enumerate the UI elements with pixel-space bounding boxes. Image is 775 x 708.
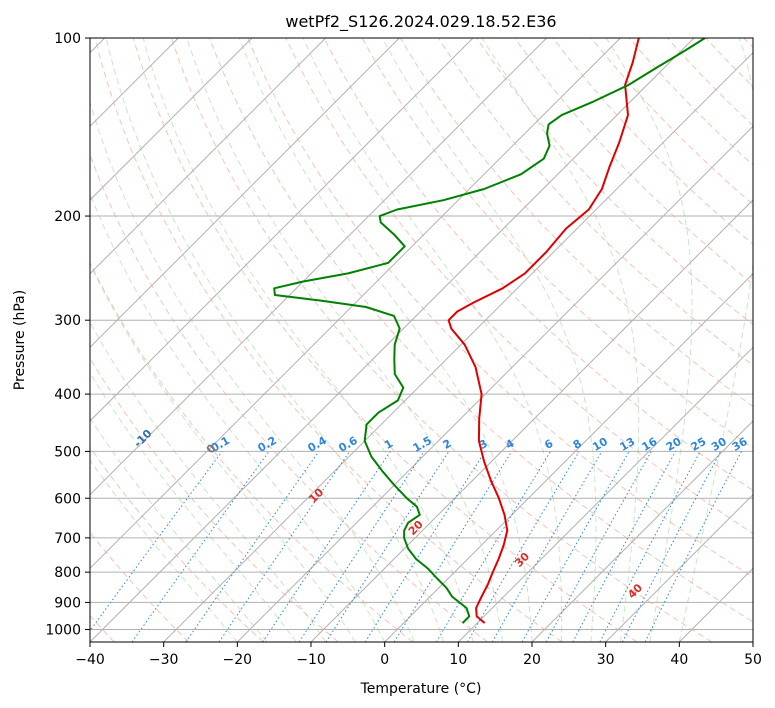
- x-tick-label: −30: [149, 652, 179, 668]
- moist-adiabat: [105, 38, 445, 642]
- isotherm: [90, 38, 621, 570]
- series-lines: [273, 38, 706, 624]
- dry-adiabat: [476, 38, 753, 326]
- isotherm: [163, 51, 753, 642]
- x-tick-label: −20: [223, 652, 253, 668]
- dry-adiabat: [514, 38, 753, 285]
- y-tick-label: 900: [54, 595, 81, 611]
- isotherm: [605, 493, 753, 642]
- isotherm: [90, 38, 327, 275]
- moist-adiabat: [90, 371, 297, 642]
- dry-adiabat: [90, 446, 264, 642]
- dry-adiabat: [209, 38, 753, 623]
- x-tick-label: 20: [523, 652, 541, 668]
- x-axis-title: Temperature (°C): [360, 681, 482, 697]
- y-tick-label: 500: [54, 444, 81, 460]
- mixing-ratio-line: [521, 451, 630, 642]
- x-tick-label: 10: [449, 652, 467, 668]
- series-line-0: [447, 38, 640, 624]
- y-tick-label: 800: [54, 565, 81, 581]
- isotherm: [90, 38, 253, 201]
- moist-adiabat: [302, 38, 563, 642]
- plot-frame: [89, 37, 754, 643]
- mixing-ratio-line: [218, 451, 351, 642]
- y-axis-title: Pressure (hPa): [12, 290, 28, 390]
- isotherm: [90, 38, 695, 642]
- dry-adiabat: [90, 261, 414, 642]
- isotherm: [236, 125, 753, 642]
- isotherm: [90, 38, 474, 422]
- plot-background: [90, 38, 753, 642]
- mixing-ratio-line: [572, 451, 676, 642]
- mixing-ratio-line: [644, 451, 742, 642]
- moist-adiabat: [186, 38, 503, 642]
- moist-adiabat: [678, 38, 753, 642]
- mixing-ratio-line: [90, 451, 223, 632]
- mixing-ratio-line: [621, 451, 722, 642]
- x-axis: −40 −30 −20 −10 0 10 20 30 40 50: [75, 642, 762, 668]
- x-tick-label: −10: [296, 652, 326, 668]
- mixing-ratio-line: [393, 451, 513, 642]
- chart-title: wetPf2_S126.2024.029.18.52.E36: [285, 12, 556, 32]
- moist-adiabat: [142, 38, 474, 642]
- mixing-ratio-line: [131, 451, 270, 642]
- isotherm: [457, 346, 753, 642]
- moist-adiabat: [90, 192, 386, 642]
- dry-adiabat: [285, 38, 753, 535]
- moist-adiabat: [90, 459, 238, 642]
- moist-adiabat: [90, 417, 268, 642]
- moist-adiabat: [481, 38, 640, 642]
- series-line-1: [273, 38, 706, 624]
- y-tick-label: 100: [54, 31, 81, 47]
- isotherm: [90, 38, 548, 496]
- mixing-ratio-line: [185, 451, 320, 642]
- isotherm: [384, 272, 753, 642]
- mixing-ratio-line: [545, 451, 652, 642]
- moist-adiabat: [90, 321, 327, 642]
- moist-adiabat: [605, 38, 693, 642]
- mixing-ratio-line: [298, 451, 425, 642]
- y-axis: 100 200 300 400 500 600 700 800 900 1000: [45, 31, 90, 638]
- isotherm: [752, 641, 753, 642]
- x-tick-label: 50: [744, 652, 762, 668]
- moist-adiabat: [90, 262, 356, 642]
- mixing-ratio-line: [325, 451, 450, 642]
- dry-adiabat: [132, 38, 638, 642]
- moist-adiabat: [381, 38, 597, 642]
- y-tick-label: 600: [54, 491, 81, 507]
- y-tick-label: 700: [54, 531, 81, 547]
- x-tick-label: 40: [670, 652, 688, 668]
- moist-adiabat: [90, 100, 415, 642]
- dry-adiabat: [94, 38, 563, 642]
- y-tick-label: 400: [54, 387, 81, 403]
- y-tick-label: 1000: [45, 622, 81, 638]
- x-tick-label: 0: [380, 652, 389, 668]
- moist-adiabat: [238, 38, 533, 642]
- x-tick-label: −40: [75, 652, 105, 668]
- x-tick-label: 30: [597, 652, 615, 668]
- dry-adiabat-label: -30: [0, 367, 2, 390]
- mixing-ratio-line: [262, 451, 391, 642]
- y-tick-label: 300: [54, 313, 81, 329]
- dry-adiabat: [323, 38, 753, 492]
- isotherm: [531, 420, 753, 642]
- isotherm: [90, 38, 400, 349]
- background-lines: [90, 38, 753, 642]
- dry-adiabat: [90, 357, 339, 642]
- dry-adiabat: [247, 38, 753, 578]
- y-tick-label: 200: [54, 209, 81, 225]
